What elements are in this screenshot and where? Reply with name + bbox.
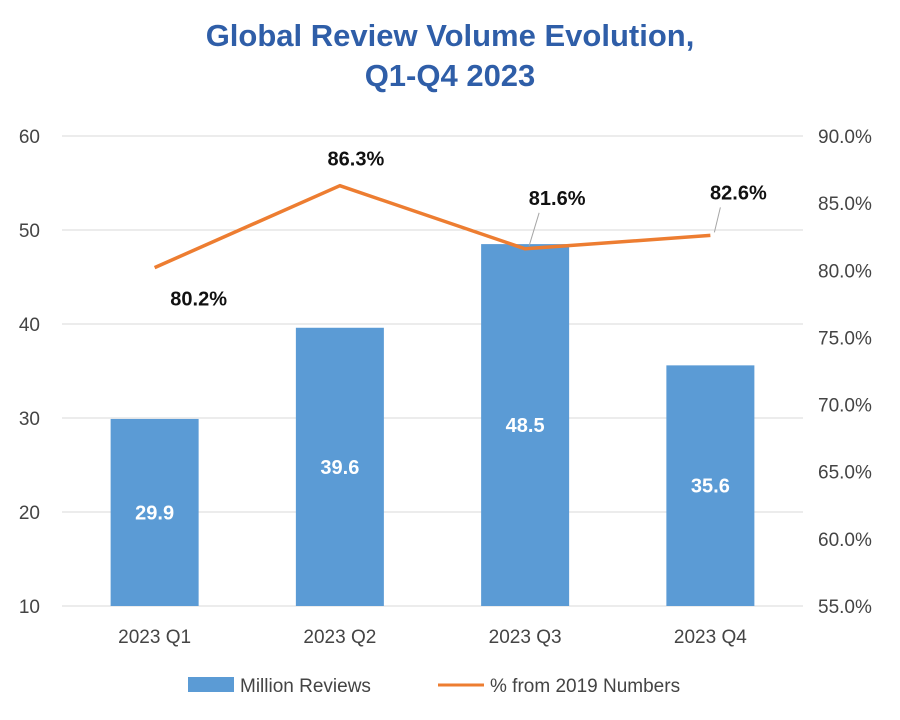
legend-label-line: % from 2019 Numbers	[490, 676, 680, 697]
chart-title-line-1: Global Review Volume Evolution,	[205, 18, 695, 53]
data-label-leader	[713, 207, 721, 233]
x-axis-ticks: 2023 Q1 2023 Q2 2023 Q3 2023 Q4	[118, 627, 747, 648]
x-tick-label: 2023 Q3	[489, 627, 562, 648]
bar	[295, 327, 384, 606]
legend-label-bar: Million Reviews	[240, 676, 371, 697]
bar-data-label: 48.5	[506, 415, 545, 437]
x-tick-label: 2023 Q2	[303, 627, 376, 648]
left-tick-label: 10	[19, 597, 40, 618]
right-tick-label: 90.0%	[818, 127, 872, 148]
chart-title: Global Review Volume Evolution, Q1-Q4 20…	[0, 16, 900, 96]
right-axis-ticks: 55.0% 60.0% 65.0% 70.0% 75.0% 80.0% 85.0% 90.0%	[818, 127, 872, 618]
line-data-labels: 80.2% 86.3% 81.6% 82.6%	[170, 149, 767, 311]
chart-title-line-2: Q1-Q4 2023	[364, 58, 536, 93]
bar-series	[110, 244, 755, 606]
bar-data-label: 35.6	[691, 476, 730, 498]
line-series	[153, 183, 711, 270]
legend-swatch-bar	[188, 677, 234, 692]
x-tick-label: 2023 Q1	[118, 627, 191, 648]
right-tick-label: 60.0%	[818, 530, 872, 551]
bar	[110, 418, 199, 606]
series-line	[153, 183, 711, 270]
left-tick-label: 40	[19, 315, 40, 336]
left-tick-label: 50	[19, 221, 40, 242]
bar-data-label: 39.6	[320, 457, 359, 479]
bar	[481, 244, 570, 606]
right-tick-label: 85.0%	[818, 194, 872, 215]
left-tick-label: 30	[19, 409, 40, 430]
line-data-label: 82.6%	[710, 182, 767, 204]
left-axis-ticks: 10 20 30 40 50 60	[19, 127, 40, 618]
data-label-leader	[528, 212, 540, 246]
left-tick-label: 60	[19, 127, 40, 148]
legend: Million Reviews % from 2019 Numbers	[188, 676, 680, 697]
line-data-label: 86.3%	[328, 149, 385, 171]
right-tick-label: 55.0%	[818, 597, 872, 618]
line-data-label: 80.2%	[170, 289, 227, 311]
right-tick-label: 65.0%	[818, 463, 872, 484]
bar	[666, 365, 755, 606]
bar-data-labels: 29.9 39.6 48.5 35.6	[135, 415, 730, 524]
left-tick-label: 20	[19, 503, 40, 524]
line-data-label: 81.6%	[529, 188, 586, 210]
right-tick-label: 80.0%	[818, 261, 872, 282]
right-tick-label: 70.0%	[818, 396, 872, 417]
right-tick-label: 75.0%	[818, 328, 872, 349]
x-tick-label: 2023 Q4	[674, 627, 747, 648]
bar-data-label: 29.9	[135, 502, 174, 524]
